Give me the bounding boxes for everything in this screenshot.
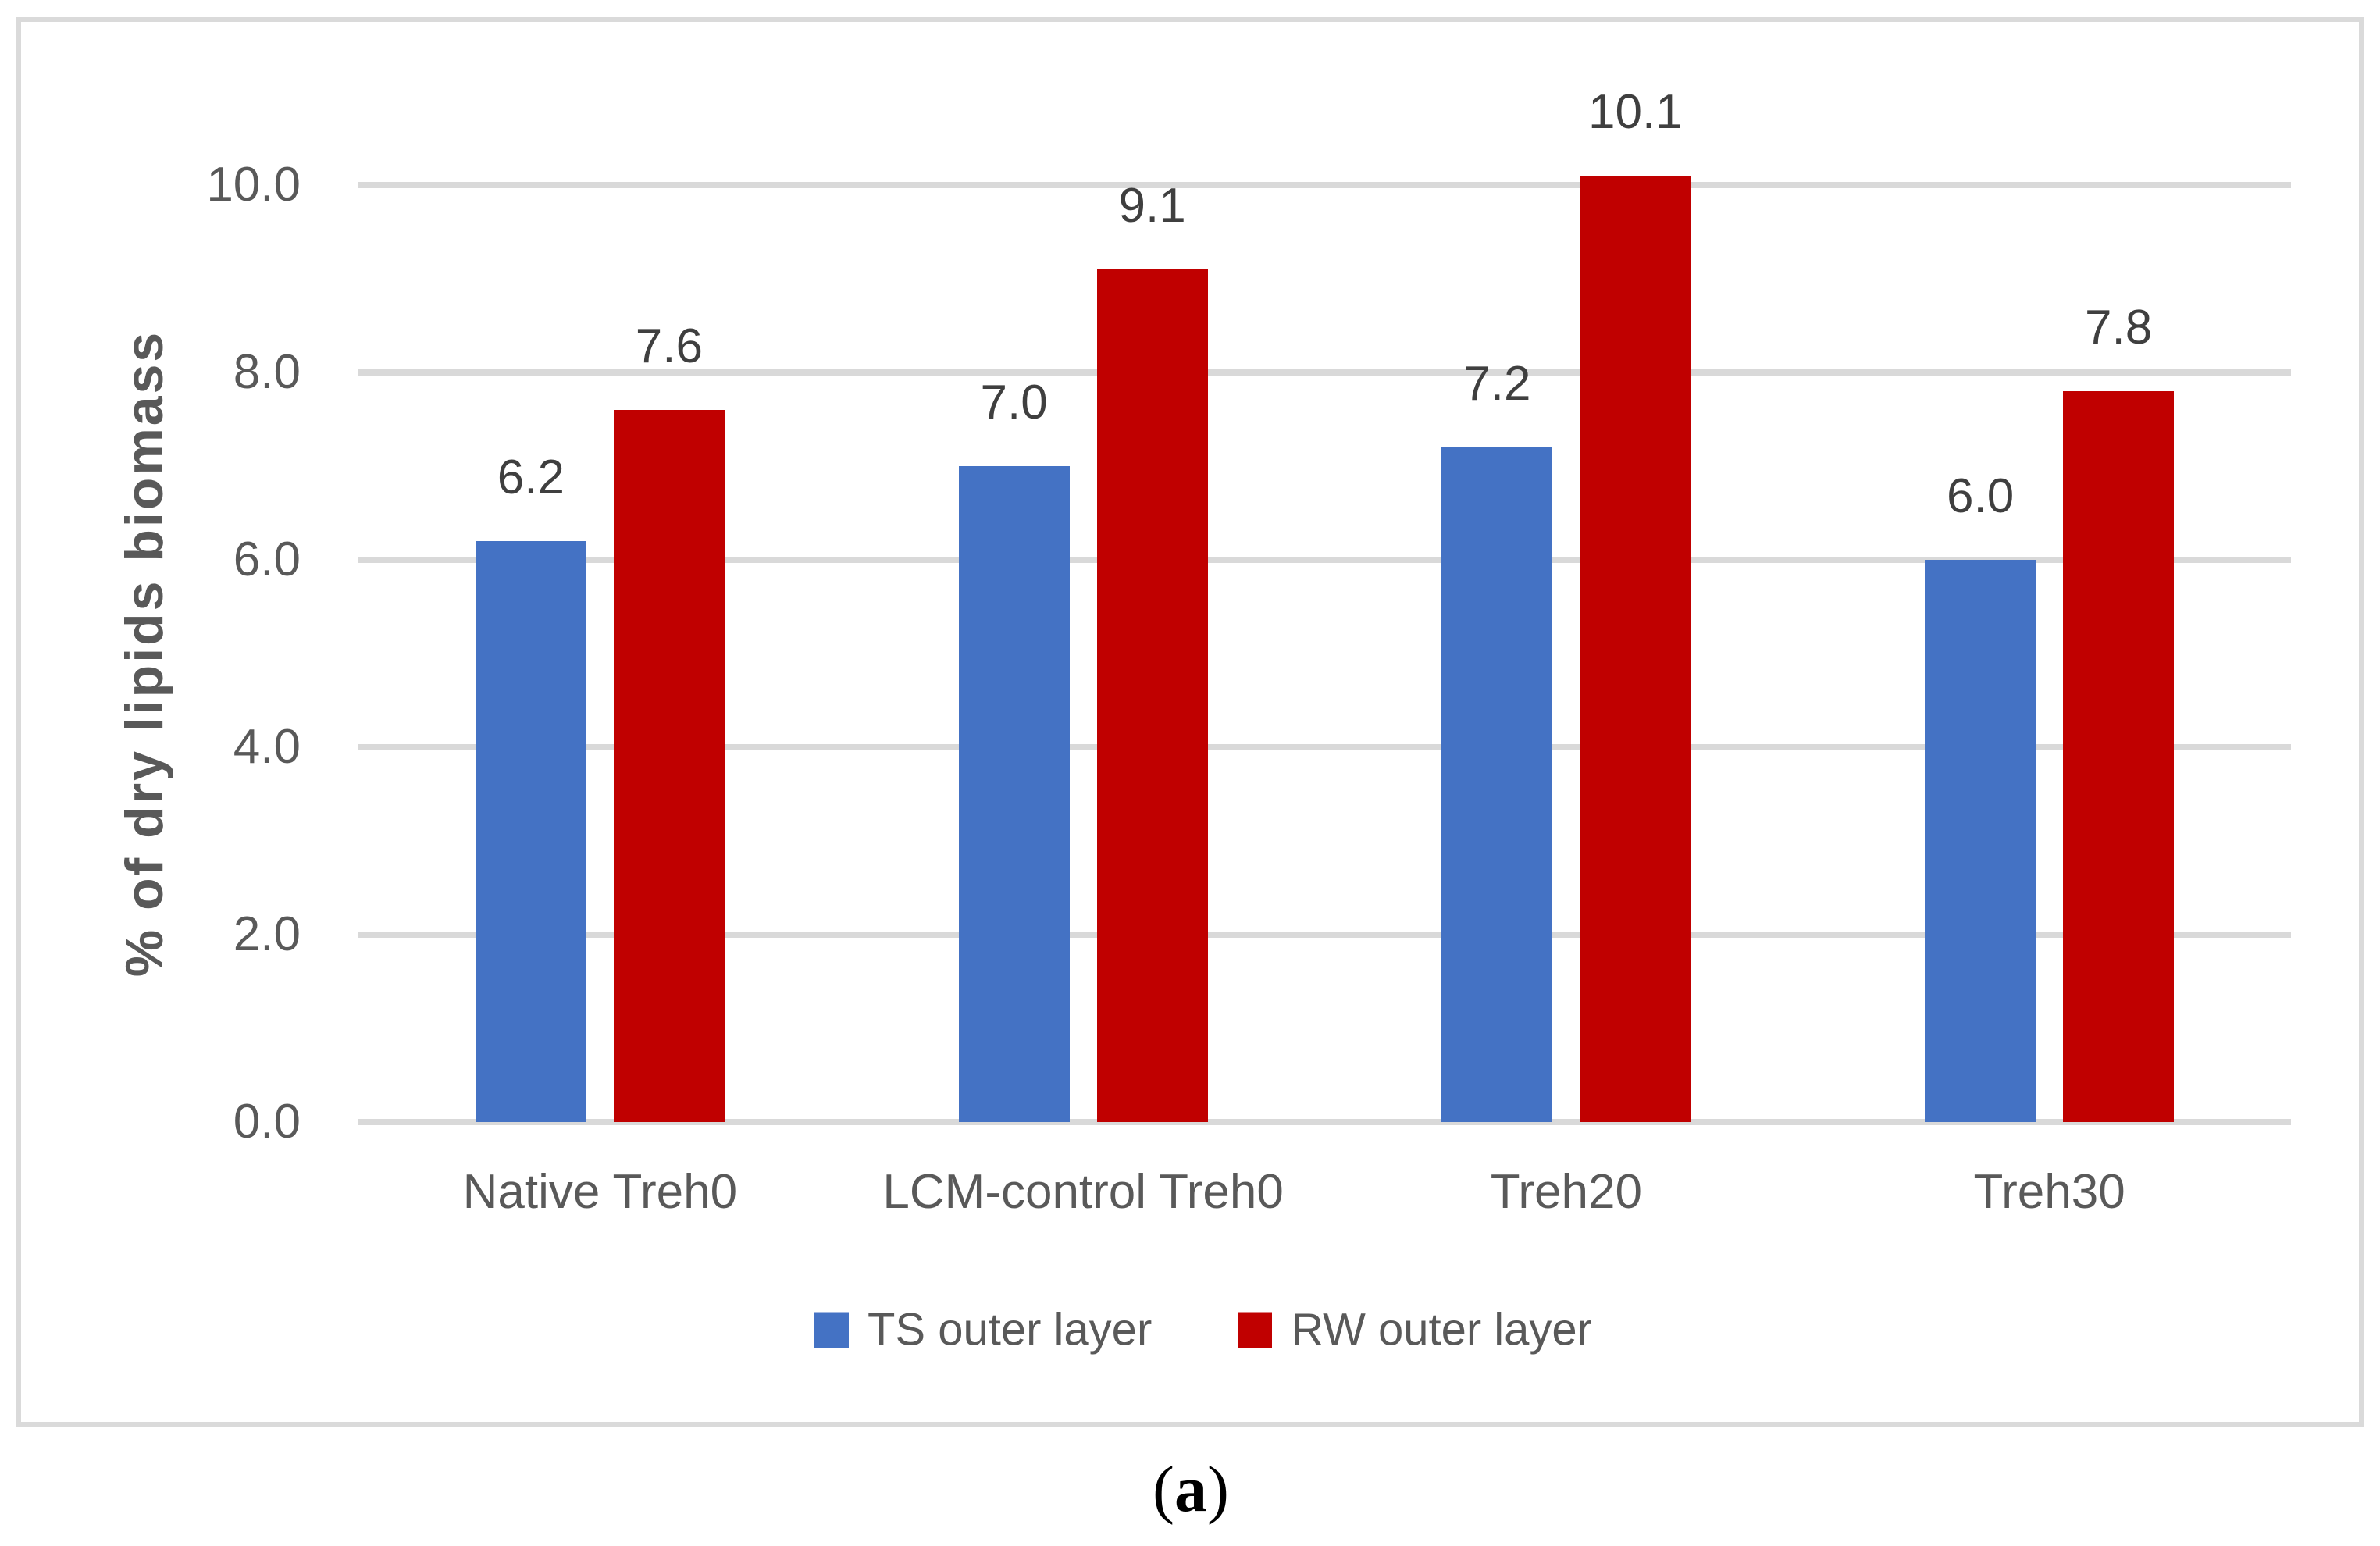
caption-paren-close: ) — [1207, 1453, 1229, 1526]
gridline-y-4.0 — [358, 744, 2291, 750]
gridline-y-6.0 — [358, 557, 2291, 563]
bar-value-label: 7.2 — [1463, 357, 1531, 411]
category-label-3: Treh20 — [1490, 1165, 1642, 1219]
bar-value-label: 7.6 — [635, 319, 703, 373]
gridline-y-8.0 — [358, 369, 2291, 376]
bar-value-label: 10.1 — [1588, 85, 1683, 139]
y-tick-label-4.0: 4.0 — [233, 720, 301, 774]
bar-value-label: 7.0 — [980, 376, 1048, 429]
y-tick-label-6.0: 6.0 — [233, 533, 301, 586]
legend-entry-rw: RW outer layer — [1238, 1304, 1592, 1356]
bar-value-label: 9.1 — [1118, 179, 1186, 233]
category-label-1: Native Treh0 — [462, 1165, 738, 1219]
bar-value-label: 6.0 — [1947, 469, 2015, 523]
bar-value-label: 7.8 — [2085, 301, 2153, 354]
bar-rw-3 — [1580, 176, 1691, 1122]
category-label-4: Treh30 — [1973, 1165, 2125, 1219]
bar-value-label: 6.2 — [497, 451, 565, 504]
figure-caption: (a) — [1153, 1454, 1229, 1526]
bar-ts-4 — [1925, 560, 2036, 1122]
legend-label: TS outer layer — [868, 1304, 1153, 1355]
bar-ts-3 — [1441, 447, 1553, 1122]
caption-paren-open: ( — [1153, 1453, 1174, 1526]
y-axis-title: % of dry lipids biomass — [115, 330, 174, 978]
legend: TS outer layer RW outer layer — [814, 1304, 1592, 1356]
bar-rw-4 — [2063, 391, 2175, 1122]
y-tick-label-10.0: 10.0 — [206, 158, 301, 212]
caption-letter: a — [1174, 1453, 1207, 1526]
bar-ts-2 — [958, 466, 1070, 1122]
bar-rw-2 — [1096, 269, 1208, 1122]
x-axis-line — [358, 1119, 2291, 1125]
legend-swatch-icon — [1238, 1312, 1273, 1348]
y-tick-label-8.0: 8.0 — [233, 345, 301, 399]
bar-ts-1 — [475, 541, 586, 1122]
y-tick-label-0.0: 0.0 — [233, 1095, 301, 1149]
category-label-2: LCM-control Treh0 — [882, 1165, 1284, 1219]
bar-rw-1 — [613, 410, 725, 1122]
legend-entry-ts: TS outer layer — [814, 1304, 1152, 1356]
gridline-y-10.0 — [358, 182, 2291, 188]
gridline-y-2.0 — [358, 932, 2291, 938]
legend-swatch-icon — [814, 1312, 849, 1348]
legend-label: RW outer layer — [1291, 1304, 1592, 1355]
y-tick-label-2.0: 2.0 — [233, 907, 301, 961]
